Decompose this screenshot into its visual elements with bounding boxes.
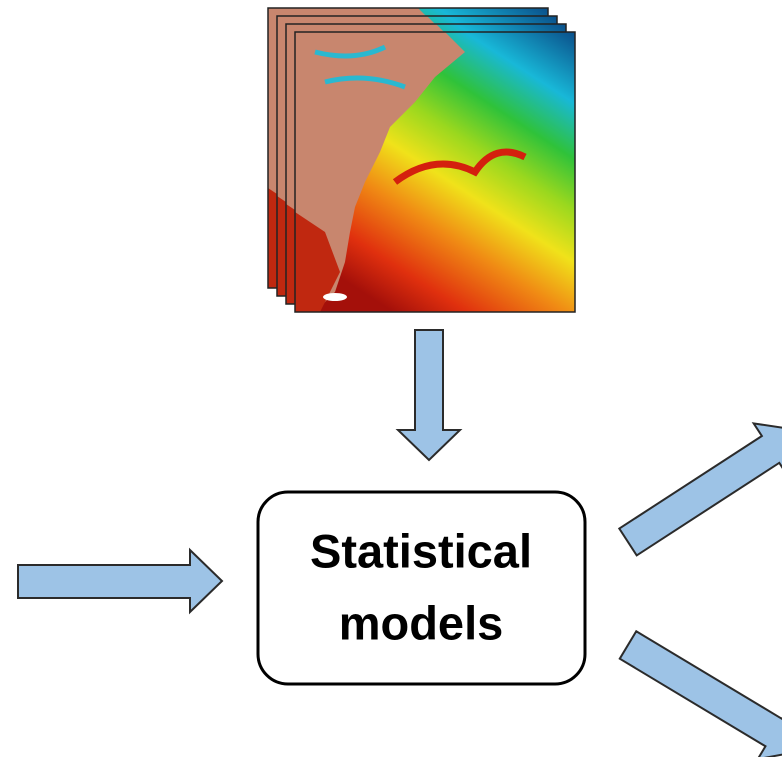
down-arrow (398, 330, 460, 460)
model-box (258, 492, 585, 684)
page: Statistical models (() => { const data =… (0, 0, 782, 757)
output-arrow-bottom (612, 618, 782, 757)
output-arrow-top (611, 404, 782, 568)
box-label: Statistical (310, 524, 532, 577)
image-stack (268, 8, 575, 312)
diagram: Statistical models (0, 0, 782, 757)
box-label: models (339, 596, 504, 649)
input-arrow (18, 550, 222, 612)
